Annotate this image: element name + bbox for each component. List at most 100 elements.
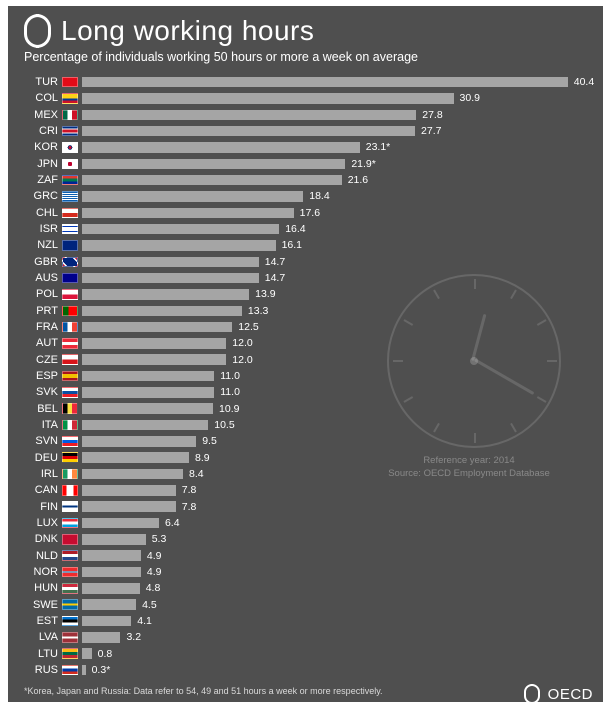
bar-row: GBR14.7	[24, 254, 587, 270]
bar	[82, 191, 303, 202]
country-code: CAN	[24, 484, 62, 496]
bar-row: GRC18.4	[24, 188, 587, 204]
chart-subtitle: Percentage of individuals working 50 hou…	[24, 50, 587, 64]
bar-row: ESP11.0	[24, 368, 587, 384]
bar	[82, 273, 259, 284]
bar-track: 30.9	[82, 90, 587, 106]
country-code: SWE	[24, 599, 62, 611]
footnote: *Korea, Japan and Russia: Data refer to …	[24, 687, 383, 696]
bar	[82, 648, 92, 659]
bar	[82, 452, 189, 463]
bar-value: 9.5	[202, 435, 217, 447]
country-code: EST	[24, 615, 62, 627]
bar	[82, 93, 454, 104]
bar-row: SVK 11.0	[24, 384, 587, 400]
country-code: CRI	[24, 125, 62, 137]
bar-row: DEU8.9	[24, 450, 587, 466]
bar	[82, 469, 183, 480]
flag-icon	[62, 665, 78, 676]
flag-icon	[62, 550, 78, 561]
flag-icon	[62, 354, 78, 365]
bar-track: 9.5	[82, 433, 587, 449]
country-code: ZAF	[24, 174, 62, 186]
country-code: ITA	[24, 419, 62, 431]
bar	[82, 387, 214, 398]
bar	[82, 322, 232, 333]
bar	[82, 420, 208, 431]
bar	[82, 306, 242, 317]
bar-value: 3.2	[126, 631, 141, 643]
flag-icon	[62, 191, 78, 202]
country-code: NLD	[24, 550, 62, 562]
bar-value: 7.8	[182, 501, 197, 513]
country-code: CHL	[24, 207, 62, 219]
country-code: GBR	[24, 256, 62, 268]
flag-icon	[62, 306, 78, 317]
bar-row: NLD 4.9	[24, 548, 587, 564]
flag-icon	[62, 371, 78, 382]
bar-value: 11.0	[220, 386, 240, 398]
flag-icon	[62, 387, 78, 398]
chart-title: Long working hours	[61, 15, 314, 47]
bar-track: 10.5	[82, 417, 587, 433]
bar-row: EST4.1	[24, 613, 587, 629]
bar-track: 18.4	[82, 188, 587, 204]
bar-row: JPN21.9*	[24, 156, 587, 172]
bar-value: 8.9	[195, 452, 210, 464]
bar	[82, 567, 141, 578]
bar-track: 12.0	[82, 352, 587, 368]
bar-row: AUT12.0	[24, 335, 587, 351]
bar-row: PRT13.3	[24, 303, 587, 319]
bar	[82, 338, 226, 349]
bar-row: LVA 3.2	[24, 629, 587, 645]
bar-value: 40.4	[574, 76, 594, 88]
chart-area: Reference year: 2014 Source: OECD Employ…	[24, 74, 587, 696]
country-code: SVK	[24, 386, 62, 398]
flag-icon	[62, 616, 78, 627]
bar-track: 12.5	[82, 319, 587, 335]
bar-value: 23.1*	[366, 141, 391, 153]
bar-track: 13.3	[82, 303, 587, 319]
bar-row: IRL8.4	[24, 466, 587, 482]
bar-track: 6.4	[82, 515, 587, 531]
flag-icon	[62, 338, 78, 349]
bar-value: 12.0	[232, 354, 252, 366]
bar-value: 0.8	[98, 648, 113, 660]
bar-value: 4.9	[147, 550, 162, 562]
bar-value: 30.9	[460, 92, 480, 104]
bar	[82, 110, 416, 121]
bar-row: ZAF 21.6	[24, 172, 587, 188]
country-code: MEX	[24, 109, 62, 121]
bar-value: 14.7	[265, 272, 285, 284]
bar-track: 17.6	[82, 205, 587, 221]
bar	[82, 403, 213, 414]
flag-icon	[62, 289, 78, 300]
bar-track: 5.3	[82, 531, 587, 547]
country-code: RUS	[24, 664, 62, 676]
flag-icon	[62, 208, 78, 219]
bar-track: 11.0	[82, 384, 587, 400]
bar-track: 21.6	[82, 172, 587, 188]
bar-track: 7.8	[82, 482, 587, 498]
bar-track: 27.8	[82, 107, 587, 123]
flag-icon	[62, 240, 78, 251]
bar	[82, 224, 279, 235]
bar-value: 18.4	[309, 190, 329, 202]
bar-value: 4.9	[147, 566, 162, 578]
country-code: NOR	[24, 566, 62, 578]
country-code: SVN	[24, 435, 62, 447]
bar-track: 16.1	[82, 237, 587, 253]
bar-track: 0.8	[82, 645, 587, 661]
bar-track: 40.4	[82, 74, 587, 90]
country-code: LVA	[24, 631, 62, 643]
bar-row: CRI27.7	[24, 123, 587, 139]
bar	[82, 257, 259, 268]
bar-row: CHL 17.6	[24, 205, 587, 221]
bar	[82, 436, 196, 447]
bar-value: 0.3*	[92, 664, 111, 676]
bar-rows: TUR40.4COL30.9MEX27.8CRI27.7KOR23.1*JPN2…	[24, 74, 587, 678]
bar	[82, 159, 345, 170]
flag-icon	[62, 632, 78, 643]
bar-row: CZE12.0	[24, 352, 587, 368]
flag-icon	[62, 648, 78, 659]
